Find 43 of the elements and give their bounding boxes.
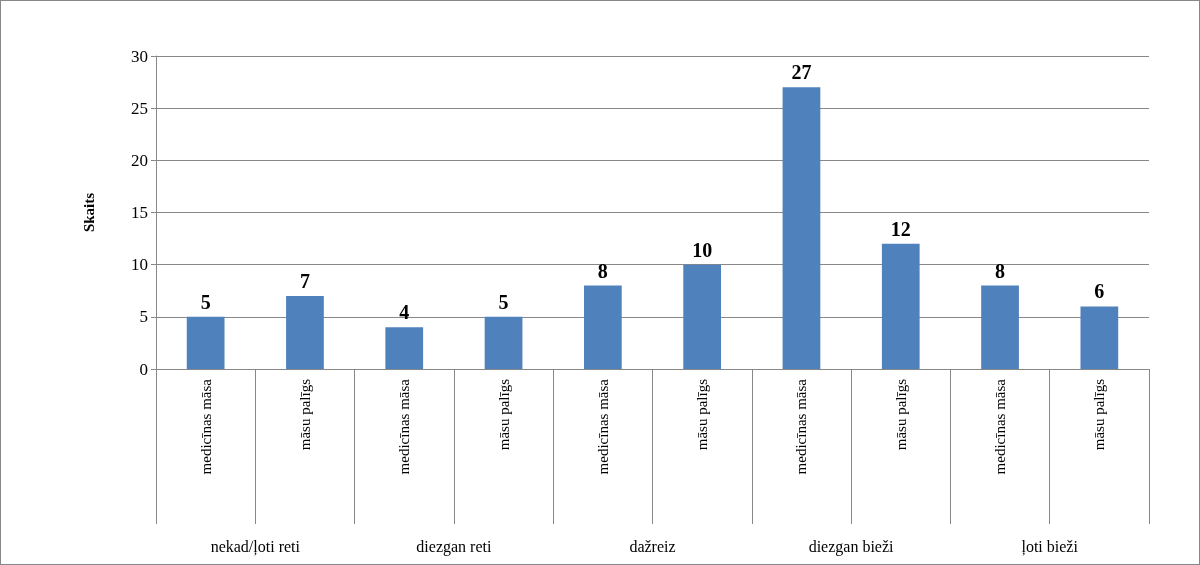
x-tick-label: māsu palīgs: [296, 378, 313, 451]
data-label: 8: [597, 259, 608, 282]
bar: [484, 316, 523, 369]
text: ļoti bieži: [1021, 537, 1079, 556]
data-label: 12: [890, 217, 911, 240]
data-label: 6: [1094, 280, 1105, 303]
y-tick-label: 10: [131, 255, 148, 275]
x-tick-label: medicīnas māsa: [992, 378, 1009, 475]
y-tick-label: 30: [131, 46, 148, 66]
x-tick-label: medicīnas māsa: [197, 378, 214, 475]
x-tick-label: medicīnas māsa: [793, 378, 810, 475]
bar: [881, 243, 920, 369]
x-tick-label: medicīnas māsa: [594, 378, 611, 475]
data-label: 7: [299, 269, 310, 292]
data-label: 8: [995, 259, 1006, 282]
data-label: 5: [498, 290, 509, 313]
data-label: 4: [399, 301, 410, 324]
y-tick-label: 5: [139, 307, 148, 327]
bar: [186, 316, 225, 369]
y-axis-title: Skaits: [80, 192, 97, 233]
bar: [385, 327, 424, 369]
y-tick-label: 0: [139, 359, 148, 379]
data-label: 10: [692, 238, 713, 261]
bar: [782, 87, 821, 369]
text: diezgan reti: [416, 537, 492, 556]
y-tick-label: 20: [131, 150, 148, 170]
y-tick-label: 15: [131, 203, 148, 222]
bar: [981, 285, 1019, 369]
bar: [583, 285, 622, 369]
text: nekad/ļoti reti: [210, 537, 301, 556]
data-label: 5: [200, 290, 211, 313]
x-tick-label: māsu palīgs: [892, 378, 909, 451]
y-tick-label: 25: [131, 98, 148, 118]
x-tick-label: māsu palīgs: [1091, 378, 1108, 451]
bar: [1080, 306, 1119, 369]
bar: [286, 295, 324, 369]
x-tick-label: medicīnas māsa: [396, 378, 413, 475]
x-tick-label: māsu palīgs: [694, 378, 711, 451]
bar: [683, 264, 722, 369]
data-label: 27: [791, 61, 812, 84]
text: diezgan bieži: [808, 537, 895, 556]
text: dažreiz: [629, 537, 676, 555]
x-tick-label: māsu palīgs: [495, 378, 512, 451]
